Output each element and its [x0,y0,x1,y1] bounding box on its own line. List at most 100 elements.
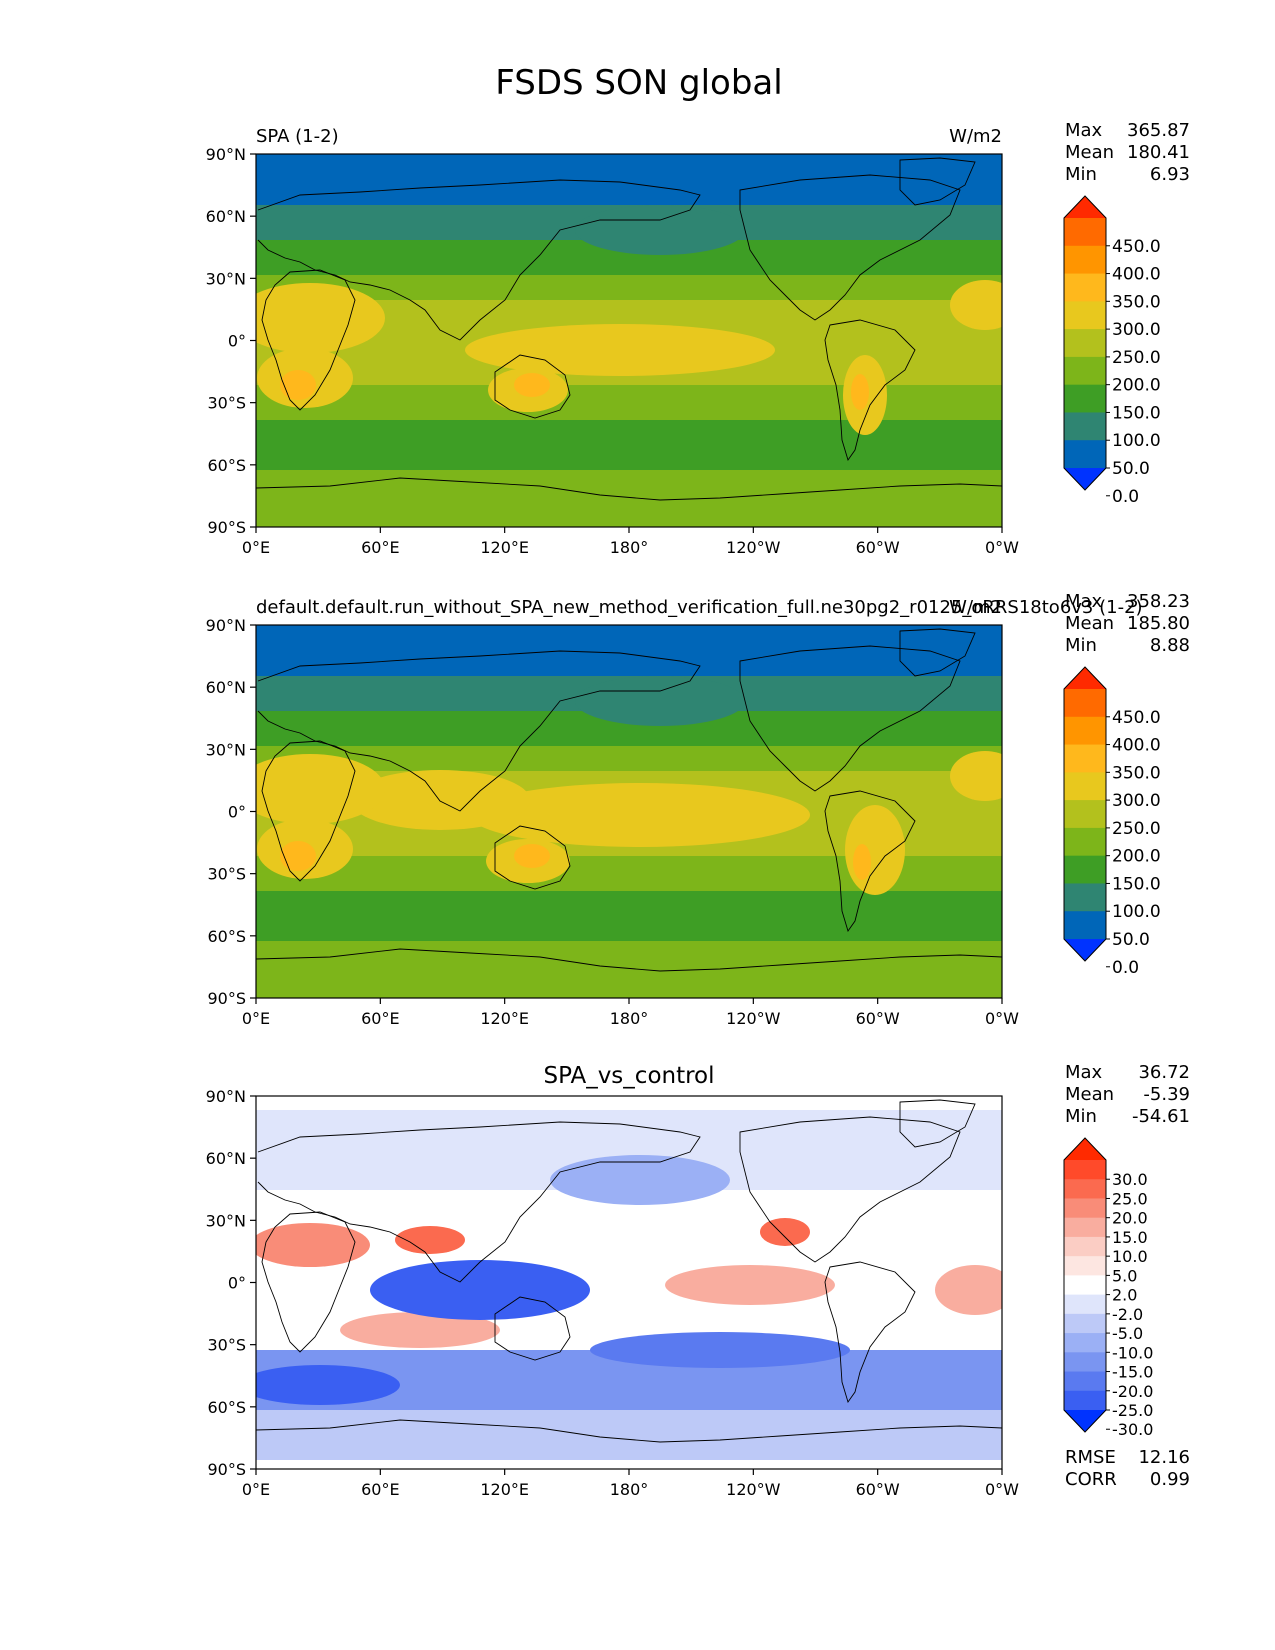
reference-lat-tick-label-6: 90°S [207,989,246,1008]
panel-difference-stats: Max 36.72 Mean -5.39 Min -54.61 [1065,1062,1190,1127]
panel-difference-lon-ticks: 0°E 60°E 120°E 180° 120°W 60°W 0°W [242,1469,1019,1499]
reference-colorbar-label-7: 100.0 [1112,902,1161,922]
reference-lat-tick-label-1: 60°N [206,678,246,697]
test-lat-tick-label-6: 90°S [207,518,246,537]
difference-stat-label-2: Min [1065,1106,1097,1127]
test-colorbar-segment-8 [1064,440,1106,469]
difference-colorbar-label-12: -25.0 [1112,1401,1153,1420]
test-colorbar-label-1: 400.0 [1112,265,1161,285]
panel-difference-map [256,1096,1002,1469]
test-colorbar-segment-7 [1064,412,1106,441]
panel-reference-band-antarctic [256,941,1002,998]
reference-lon-tick-label-1: 60°E [361,1009,399,1028]
test-colorbar-segment-1 [1064,245,1106,275]
difference-stat-label-1: Mean [1065,1084,1114,1105]
reference-colorbar-label-8: 50.0 [1112,930,1150,950]
panel-difference-red-mexico [760,1218,810,1246]
panel-reference-coast-africa [261,740,356,882]
difference-lat-tick-label-0: 90°N [206,1087,246,1106]
test-colorbar-segment-3 [1064,301,1106,330]
difference-metric-value-1: 0.99 [1150,1469,1190,1490]
test-stat-value-1: 180.41 [1127,142,1190,163]
reference-colorbar-segment-3 [1064,772,1106,801]
panel-test-title-right: W/m2 [949,126,1002,147]
test-colorbar-segment-4 [1064,329,1106,358]
test-colorbar-segment-0 [1064,218,1106,247]
test-lat-tick-label-4: 30°S [207,394,246,413]
reference-colorbar-segment-5 [1064,827,1106,857]
panel-test-yellow-atlantic [950,280,1002,330]
panel-test-band-antarctic [256,470,1002,527]
panel-reference-orange-s-africa [280,841,316,871]
difference-colorbar-segment-9 [1064,1333,1106,1353]
difference-lon-tick-label-2: 120°E [480,1480,529,1499]
test-colorbar-label-3: 300.0 [1112,320,1161,340]
panel-test-coast-africa [261,269,356,411]
difference-colorbar-label-10: -15.0 [1112,1363,1153,1382]
panel-difference-red-sahara [256,1223,370,1267]
reference-lat-tick-label-5: 60°S [207,927,246,946]
panel-test-band-south-sub [256,385,1002,425]
panel-reference-title-left: default.default.run_without_SPA_new_meth… [256,597,1143,618]
difference-colorbar-label-7: -2.0 [1112,1305,1143,1324]
difference-colorbar-label-1: 25.0 [1112,1189,1148,1208]
test-colorbar-label-4: 250.0 [1112,348,1161,368]
panel-reference-coast-eurasia [257,650,701,812]
difference-lon-tick-label-6: 0°W [985,1480,1019,1499]
reference-colorbar-extend-min [1064,939,1106,961]
panel-test-lon-ticks: 0°E 60°E 120°E 180° 120°W 60°W 0°W [242,527,1019,557]
panel-difference-red-atlantic [935,1265,1002,1315]
test-lat-tick-label-2: 30°N [206,269,246,288]
reference-colorbar-label-6: 150.0 [1112,874,1161,894]
reference-colorbar-segment-6 [1064,855,1106,884]
difference-lat-tick-label-4: 30°S [207,1336,246,1355]
test-colorbar-extend-min [1064,468,1106,490]
reference-lon-tick-label-5: 60°W [856,1009,900,1028]
panel-reference-band-arctic [256,625,1002,680]
reference-colorbar-label-5: 200.0 [1112,847,1161,867]
difference-colorbar-label-9: -10.0 [1112,1343,1153,1362]
panel-reference-yellow-pacific [470,783,810,847]
test-lon-tick-label-0: 0°E [242,538,270,557]
test-stat-value-2: 6.93 [1150,164,1190,185]
reference-colorbar-segment-8 [1064,911,1106,940]
reference-lat-tick-label-4: 30°S [207,865,246,884]
difference-colorbar-label-5: 5.0 [1112,1266,1137,1285]
reference-colorbar-segment-4 [1064,800,1106,829]
panel-reference-coast-s-america [824,790,916,933]
difference-stat-value-2: -54.61 [1132,1106,1190,1127]
panel-reference-coast-n-america [739,645,961,792]
test-lon-tick-label-2: 120°E [480,538,529,557]
panel-difference-coast-greenland [899,1099,976,1148]
difference-colorbar-label-3: 15.0 [1112,1228,1148,1247]
test-lat-tick-label-1: 60°N [206,207,246,226]
reference-stat-value-2: 8.88 [1150,635,1190,656]
test-lon-tick-label-6: 0°W [985,538,1019,557]
panel-difference-red-india [395,1226,465,1254]
difference-colorbar-label-4: 10.0 [1112,1247,1148,1266]
reference-colorbar-label-3: 300.0 [1112,791,1161,811]
figure-title: FSDS SON global [495,63,782,103]
test-lon-tick-label-5: 60°W [856,538,900,557]
difference-stat-value-0: 36.72 [1138,1062,1190,1083]
difference-colorbar-segment-11 [1064,1371,1106,1392]
difference-metric-value-0: 12.16 [1138,1447,1190,1468]
panel-reference-map [256,625,1002,998]
test-colorbar-label-6: 150.0 [1112,403,1161,423]
panel-test-coast-antarctica [256,477,1002,501]
test-lat-tick-label-3: 0° [228,332,246,351]
test-colorbar-extend-max [1064,196,1106,218]
reference-stat-label-2: Min [1065,635,1097,656]
test-stat-label-0: Max [1065,120,1103,141]
difference-lat-tick-label-1: 60°N [206,1149,246,1168]
difference-colorbar-extend-min [1064,1410,1106,1432]
panel-difference-coast-antarctica [256,1419,1002,1443]
panel-reference-yellow-indian [350,770,530,830]
test-lon-tick-label-4: 120°W [726,538,781,557]
panel-test-coast-s-america [824,319,916,462]
panel-difference-title: SPA_vs_control [543,1063,714,1089]
difference-lon-tick-label-5: 60°W [856,1480,900,1499]
reference-colorbar-segment-2 [1064,744,1106,773]
panel-difference-coast-n-america [739,1116,961,1263]
